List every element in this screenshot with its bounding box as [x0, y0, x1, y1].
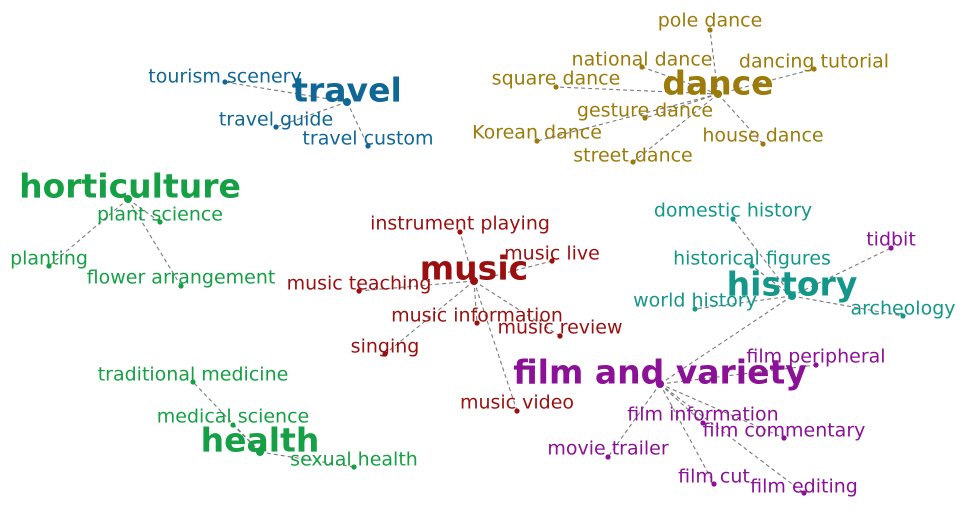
edge-dance-house-dance: [717, 93, 764, 145]
edge-film-and-variety-film-peripheral: [659, 364, 817, 385]
edge-film-and-variety-film-commentary: [659, 383, 785, 439]
leaf-node-tidbit: [888, 245, 894, 251]
hub-node-music: [470, 277, 478, 285]
edge-history-historical-figures: [751, 265, 793, 297]
leaf-node-flower-arrangement: [178, 283, 184, 289]
edge-film-and-variety-movie-trailer: [607, 383, 661, 458]
leaf-node-music-live: [549, 258, 555, 264]
edge-travel-travel-custom: [346, 101, 369, 147]
leaf-node-film-peripheral: [813, 362, 819, 368]
hub-node-film-and-variety: [656, 380, 664, 388]
edge-film-and-variety-film-editing: [659, 383, 805, 494]
leaf-node-korean-dance: [534, 138, 540, 144]
leaf-node-instrument-playing: [457, 229, 463, 235]
leaf-node-movie-trailer: [605, 454, 611, 460]
leaf-node-tourism-scenery: [222, 79, 228, 85]
edge-travel-travel-guide: [275, 101, 348, 128]
leaf-node-medical-science: [230, 422, 236, 428]
leaf-node-music-teaching: [356, 288, 362, 294]
edge-health-medical-science: [232, 424, 261, 453]
edge-history-tidbit: [791, 247, 892, 297]
edge-health-sexual-health: [259, 451, 355, 468]
leaf-node-plant-science: [157, 219, 163, 225]
leaf-node-archeology: [900, 313, 906, 319]
leaf-node-film-commentary: [781, 435, 787, 441]
leaf-node-national-dance: [639, 64, 645, 70]
hub-node-dance: [714, 90, 722, 98]
edge-music-instrument-playing: [459, 231, 475, 282]
edge-music-music-video: [473, 280, 518, 412]
edge-history-archeology: [791, 295, 904, 317]
edge-music-singing: [384, 280, 475, 355]
edge-dance-street-dance: [632, 93, 719, 163]
edge-dance-dancing-tutorial: [717, 68, 815, 95]
leaf-node-traditional-medicine: [190, 379, 196, 385]
leaf-node-gesture-dance: [642, 115, 648, 121]
leaf-node-travel-guide: [273, 124, 279, 130]
leaf-node-historical-figures: [749, 263, 755, 269]
leaf-node-film-information: [700, 420, 706, 426]
leaf-node-sexual-health: [351, 464, 357, 470]
leaf-node-film-cut: [711, 481, 717, 487]
edge-dance-national-dance: [641, 66, 719, 95]
edge-horticulture-planting: [48, 198, 129, 267]
leaf-node-world-history: [692, 306, 698, 312]
leaf-node-street-dance: [630, 159, 636, 165]
edge-film-and-variety-history: [659, 295, 793, 385]
edge-film-and-variety-film-information: [659, 383, 704, 424]
leaf-node-music-video: [514, 408, 520, 414]
leaf-node-pole-dance: [707, 27, 713, 33]
edge-music-music-information: [473, 280, 478, 324]
hub-node-health: [256, 448, 264, 456]
leaf-node-square-dance: [553, 84, 559, 90]
hub-node-history: [788, 292, 796, 300]
leaf-node-music-information: [474, 320, 480, 326]
leaf-node-domestic-history: [730, 216, 736, 222]
leaf-node-house-dance: [760, 141, 766, 147]
edge-film-and-variety-film-cut: [659, 383, 715, 485]
hub-node-horticulture: [124, 195, 132, 203]
edge-music-music-live: [473, 260, 553, 282]
leaf-node-planting: [46, 263, 52, 269]
leaf-node-film-editing: [801, 490, 807, 496]
edge-dance-gesture-dance: [644, 93, 719, 119]
edge-travel-tourism-scenery: [224, 81, 348, 103]
edge-dance-korean-dance: [536, 93, 719, 142]
leaf-node-dancing-tutorial: [811, 66, 817, 72]
edge-music-music-teaching: [358, 280, 475, 292]
leaf-node-travel-custom: [365, 143, 371, 149]
leaf-node-music-review: [557, 333, 563, 339]
hub-node-travel: [343, 98, 351, 106]
edge-dance-square-dance: [555, 86, 719, 95]
edge-music-music-review: [473, 280, 561, 337]
leaf-node-singing: [382, 351, 388, 357]
edge-horticulture-plant-science: [127, 198, 161, 223]
edge-history-world-history: [694, 295, 793, 310]
edge-horticulture-flower-arrangement: [127, 198, 182, 287]
edge-dance-pole-dance: [709, 29, 719, 95]
edge-history-domestic-history: [732, 218, 793, 297]
